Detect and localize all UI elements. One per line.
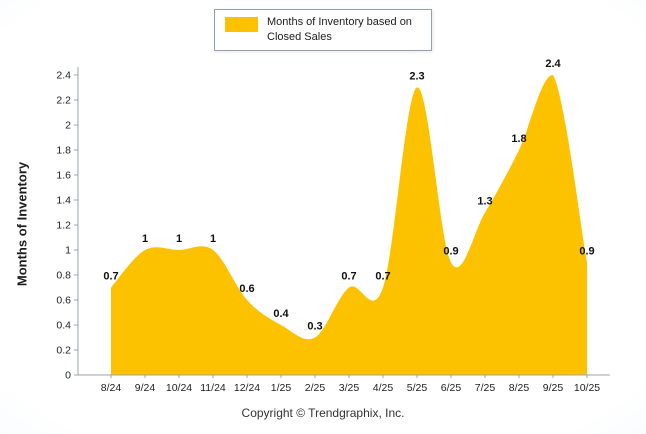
x-tick-label: 1/25 bbox=[271, 382, 292, 394]
x-tick-label: 8/25 bbox=[509, 382, 530, 394]
value-label: 1.3 bbox=[477, 196, 492, 208]
x-tick-label: 9/25 bbox=[543, 382, 564, 394]
value-label: 0.9 bbox=[443, 246, 458, 258]
x-tick-label: 4/25 bbox=[373, 382, 394, 394]
legend-swatch bbox=[225, 17, 258, 32]
copyright-text: Copyright © Trendgraphix, Inc. bbox=[241, 406, 405, 420]
y-tick-label: 0.6 bbox=[56, 295, 71, 307]
y-tick-label: 2 bbox=[65, 120, 71, 132]
value-label: 0.6 bbox=[239, 283, 254, 295]
legend: Months of Inventory based on Closed Sale… bbox=[214, 9, 432, 51]
y-tick-label: 2.4 bbox=[56, 70, 71, 82]
y-tick-label: 1.6 bbox=[56, 170, 71, 182]
legend-label: Months of Inventory based on Closed Sale… bbox=[267, 16, 412, 43]
y-axis-title: Months of Inventory bbox=[14, 161, 30, 287]
y-tick-label: 1.4 bbox=[56, 195, 71, 207]
x-tick-label: 7/25 bbox=[475, 382, 496, 394]
value-label: 2.3 bbox=[409, 71, 424, 83]
x-tick-label: 12/24 bbox=[234, 382, 260, 394]
value-label: 0.7 bbox=[341, 271, 356, 283]
x-tick-label: 10/24 bbox=[166, 382, 192, 394]
value-label: 2.4 bbox=[545, 58, 561, 70]
y-tick-label: 1 bbox=[65, 245, 71, 257]
x-tick-label: 2/25 bbox=[305, 382, 326, 394]
y-tick-label: 0.2 bbox=[56, 345, 71, 357]
value-label: 1.8 bbox=[511, 133, 526, 145]
y-tick-label: 1.2 bbox=[56, 220, 71, 232]
y-tick-label: 0.4 bbox=[56, 320, 71, 332]
value-label: 0.7 bbox=[103, 271, 118, 283]
x-tick-label: 10/25 bbox=[574, 382, 600, 394]
x-tick-label: 6/25 bbox=[441, 382, 462, 394]
x-tick-label: 8/24 bbox=[101, 382, 122, 394]
x-tick-label: 5/25 bbox=[407, 382, 428, 394]
area-series bbox=[111, 74, 587, 375]
x-tick-label: 3/25 bbox=[339, 382, 360, 394]
value-label: 1 bbox=[176, 233, 182, 245]
x-tick-label: 9/24 bbox=[135, 382, 156, 394]
x-tick-label: 11/24 bbox=[200, 382, 226, 394]
value-label: 1 bbox=[210, 233, 216, 245]
value-label: 1 bbox=[142, 233, 148, 245]
y-tick-label: 0 bbox=[65, 370, 71, 382]
value-label: 0.4 bbox=[273, 308, 289, 320]
y-tick-label: 0.8 bbox=[56, 270, 71, 282]
value-label: 0.7 bbox=[375, 271, 390, 283]
y-tick-label: 1.8 bbox=[56, 145, 71, 157]
value-label: 0.9 bbox=[579, 246, 594, 258]
value-label: 0.3 bbox=[307, 321, 322, 333]
y-tick-label: 2.2 bbox=[56, 95, 71, 107]
